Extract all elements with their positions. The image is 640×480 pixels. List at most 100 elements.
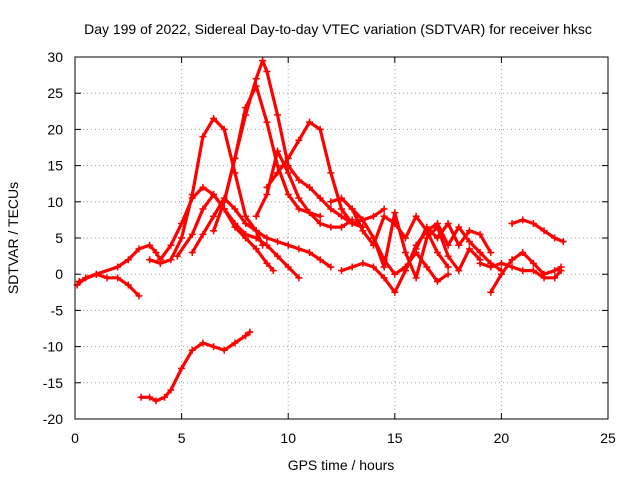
- series-line: [265, 120, 386, 226]
- data-point-marker: [252, 245, 260, 253]
- data-point-marker: [338, 267, 345, 275]
- data-point-marker: [259, 57, 267, 65]
- series-line: [175, 193, 301, 280]
- data-point-marker: [487, 248, 495, 256]
- y-tick-label: -5: [51, 302, 64, 318]
- data-point-marker: [114, 263, 122, 271]
- series-track-13: [369, 209, 484, 282]
- data-point-marker: [167, 256, 175, 264]
- data-point-marker: [497, 259, 505, 267]
- data-point-marker: [519, 216, 527, 224]
- data-point-marker: [156, 259, 164, 267]
- data-point-marker: [348, 205, 356, 213]
- data-point-marker: [146, 241, 154, 249]
- data-point-marker: [401, 267, 409, 275]
- data-point-marker: [391, 209, 399, 217]
- data-point-marker: [252, 75, 260, 83]
- data-point-marker: [316, 220, 324, 228]
- data-point-marker: [173, 252, 181, 260]
- data-point-marker: [242, 230, 250, 238]
- data-point-marker: [412, 212, 420, 220]
- data-point-marker: [348, 263, 356, 271]
- data-point-marker: [487, 263, 495, 271]
- data-point-marker: [529, 220, 537, 228]
- data-point-marker: [146, 256, 154, 264]
- data-point-marker: [295, 245, 303, 253]
- data-point-marker: [465, 238, 473, 246]
- data-point-marker: [114, 274, 122, 282]
- data-point-marker: [242, 332, 250, 340]
- data-point-marker: [444, 220, 452, 228]
- data-point-marker: [199, 339, 207, 347]
- data-point-marker: [263, 234, 271, 242]
- y-tick-label: -15: [43, 375, 63, 391]
- data-point-marker: [135, 292, 143, 300]
- data-point-marker: [519, 267, 527, 275]
- series-track-17: [508, 216, 567, 246]
- data-point-marker: [338, 212, 345, 220]
- data-point-marker: [274, 147, 282, 155]
- data-point-marker: [433, 223, 441, 231]
- data-point-marker: [188, 248, 196, 256]
- data-point-marker: [327, 223, 335, 231]
- data-point-marker: [380, 274, 388, 282]
- data-point-marker: [316, 194, 324, 202]
- data-point-marker: [263, 183, 271, 191]
- data-point-marker: [188, 191, 196, 199]
- series-line: [329, 196, 450, 283]
- data-point-marker: [252, 234, 260, 242]
- data-point-marker: [242, 212, 250, 220]
- x-tick-label: 0: [71, 430, 79, 446]
- y-tick-labels: -20 -15 -10 -5 0 5 10 15 20 25 30: [43, 49, 63, 427]
- data-point-marker: [476, 230, 484, 238]
- data-point-marker: [327, 263, 335, 271]
- data-point-marker: [178, 234, 186, 242]
- data-point-marker: [167, 386, 175, 394]
- y-tick-label: 20: [47, 121, 63, 137]
- data-point-marker: [338, 205, 345, 213]
- data-point-marker: [455, 267, 463, 275]
- data-point-marker: [274, 169, 282, 177]
- data-point-marker: [348, 220, 356, 228]
- data-point-marker: [231, 220, 239, 228]
- data-point-marker: [508, 220, 516, 228]
- y-tick-label: 10: [47, 194, 63, 210]
- data-point-marker: [529, 267, 537, 275]
- series-track-15: [487, 248, 565, 296]
- data-point-marker: [199, 205, 207, 213]
- data-point-marker: [476, 259, 484, 267]
- data-point-marker: [380, 205, 388, 213]
- data-point-marker: [252, 212, 260, 220]
- data-point-marker: [167, 241, 175, 249]
- data-point-marker: [284, 154, 292, 162]
- data-point-marker: [391, 288, 399, 296]
- x-tick-label: 10: [280, 430, 296, 446]
- grid: [75, 57, 608, 419]
- data-point-marker: [359, 259, 367, 267]
- data-point-marker: [284, 191, 292, 199]
- series-track-18: [137, 328, 254, 405]
- data-point-marker: [135, 245, 143, 253]
- data-series: [73, 57, 567, 405]
- data-point-marker: [540, 227, 548, 235]
- data-point-marker: [199, 133, 207, 141]
- y-tick-label: -20: [43, 411, 63, 427]
- data-point-marker: [210, 212, 218, 220]
- data-point-marker: [401, 248, 409, 256]
- series-track-7: [220, 57, 367, 231]
- data-point-marker: [327, 169, 335, 177]
- data-point-marker: [359, 227, 367, 235]
- data-point-marker: [210, 191, 218, 199]
- data-point-marker: [220, 198, 228, 206]
- axis-ticks: [74, 56, 609, 420]
- data-point-marker: [295, 205, 303, 213]
- data-point-marker: [551, 234, 559, 242]
- data-point-marker: [433, 277, 441, 285]
- data-point-marker: [242, 220, 250, 228]
- data-point-marker: [295, 176, 303, 184]
- data-point-marker: [284, 241, 292, 249]
- data-point-marker: [369, 263, 377, 271]
- data-point-marker: [380, 263, 388, 271]
- data-point-marker: [274, 238, 282, 246]
